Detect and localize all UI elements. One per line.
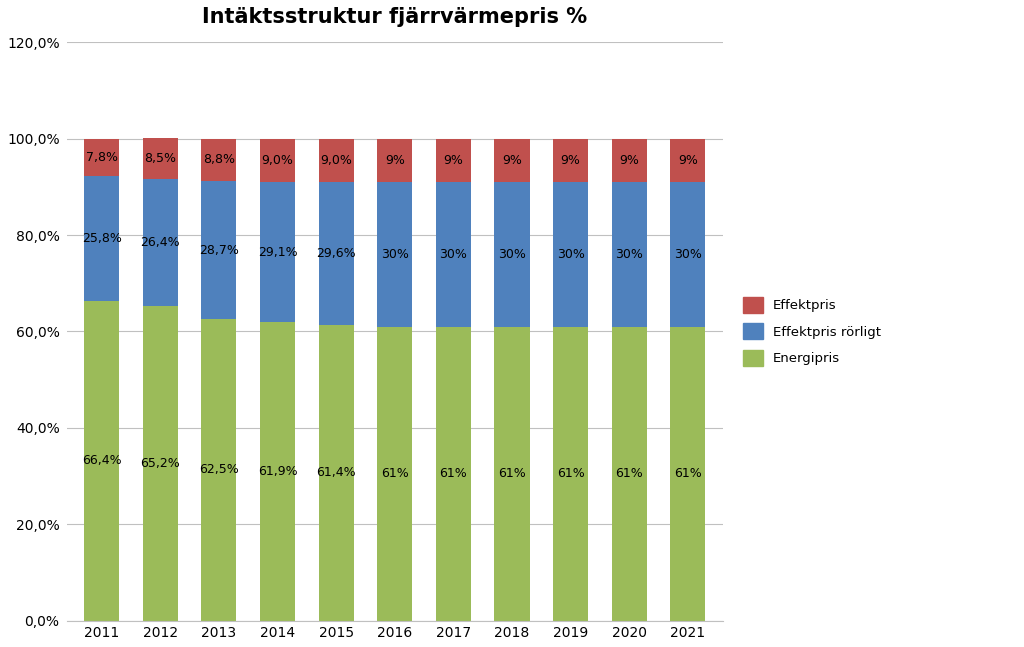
Bar (495, 138, 529, 182)
Bar (202, 138, 237, 181)
Text: 8,5%: 8,5% (144, 152, 176, 165)
Text: 28,7%: 28,7% (199, 244, 239, 257)
Legend: Effektpris, Effektpris rörligt, Energipris: Effektpris, Effektpris rörligt, Energipr… (736, 290, 888, 373)
Text: 30%: 30% (615, 248, 643, 261)
Bar (436, 327, 471, 620)
Bar (260, 322, 295, 620)
Text: 25,8%: 25,8% (82, 232, 122, 245)
Text: 29,1%: 29,1% (258, 246, 297, 259)
Text: 9%: 9% (502, 154, 522, 167)
Text: 61,9%: 61,9% (258, 465, 297, 478)
Bar (611, 138, 647, 182)
Text: 9%: 9% (385, 154, 404, 167)
Text: 26,4%: 26,4% (140, 236, 180, 249)
Bar (671, 327, 706, 620)
Text: 30%: 30% (381, 248, 409, 261)
Bar (377, 182, 413, 327)
Text: 30%: 30% (439, 248, 467, 261)
Bar (553, 182, 588, 327)
Bar (436, 138, 471, 182)
Text: 9%: 9% (620, 154, 639, 167)
Bar (671, 138, 706, 182)
Text: 61,4%: 61,4% (316, 466, 356, 479)
Title: Intäktsstruktur fjärrvärmepris %: Intäktsstruktur fjärrvärmepris % (202, 7, 588, 27)
Text: 61%: 61% (615, 467, 643, 480)
Bar (84, 138, 119, 177)
Text: 9%: 9% (561, 154, 581, 167)
Bar (202, 181, 237, 320)
Text: 30%: 30% (498, 248, 526, 261)
Text: 30%: 30% (557, 248, 585, 261)
Text: 9,0%: 9,0% (321, 154, 352, 167)
Bar (671, 182, 706, 327)
Text: 65,2%: 65,2% (140, 457, 180, 470)
Bar (377, 327, 413, 620)
Bar (611, 182, 647, 327)
Text: 61%: 61% (674, 467, 701, 480)
Bar (495, 182, 529, 327)
Bar (84, 301, 119, 620)
Text: 61%: 61% (557, 467, 585, 480)
Bar (260, 182, 295, 322)
Bar (318, 182, 353, 325)
Bar (377, 138, 413, 182)
Bar (611, 327, 647, 620)
Bar (318, 325, 353, 620)
Text: 9%: 9% (678, 154, 697, 167)
Bar (553, 138, 588, 182)
Bar (202, 320, 237, 620)
Text: 61%: 61% (498, 467, 526, 480)
Text: 9%: 9% (443, 154, 463, 167)
Bar (142, 138, 178, 179)
Text: 8,8%: 8,8% (203, 153, 234, 166)
Bar (436, 182, 471, 327)
Bar (142, 307, 178, 620)
Bar (260, 138, 295, 182)
Bar (318, 138, 353, 182)
Text: 7,8%: 7,8% (86, 151, 118, 164)
Bar (495, 327, 529, 620)
Bar (553, 327, 588, 620)
Text: 62,5%: 62,5% (199, 463, 239, 476)
Text: 29,6%: 29,6% (316, 247, 356, 260)
Bar (84, 177, 119, 301)
Text: 9,0%: 9,0% (261, 154, 294, 167)
Text: 66,4%: 66,4% (82, 454, 122, 467)
Text: 61%: 61% (439, 467, 467, 480)
Text: 61%: 61% (381, 467, 409, 480)
Bar (142, 179, 178, 307)
Text: 30%: 30% (674, 248, 701, 261)
